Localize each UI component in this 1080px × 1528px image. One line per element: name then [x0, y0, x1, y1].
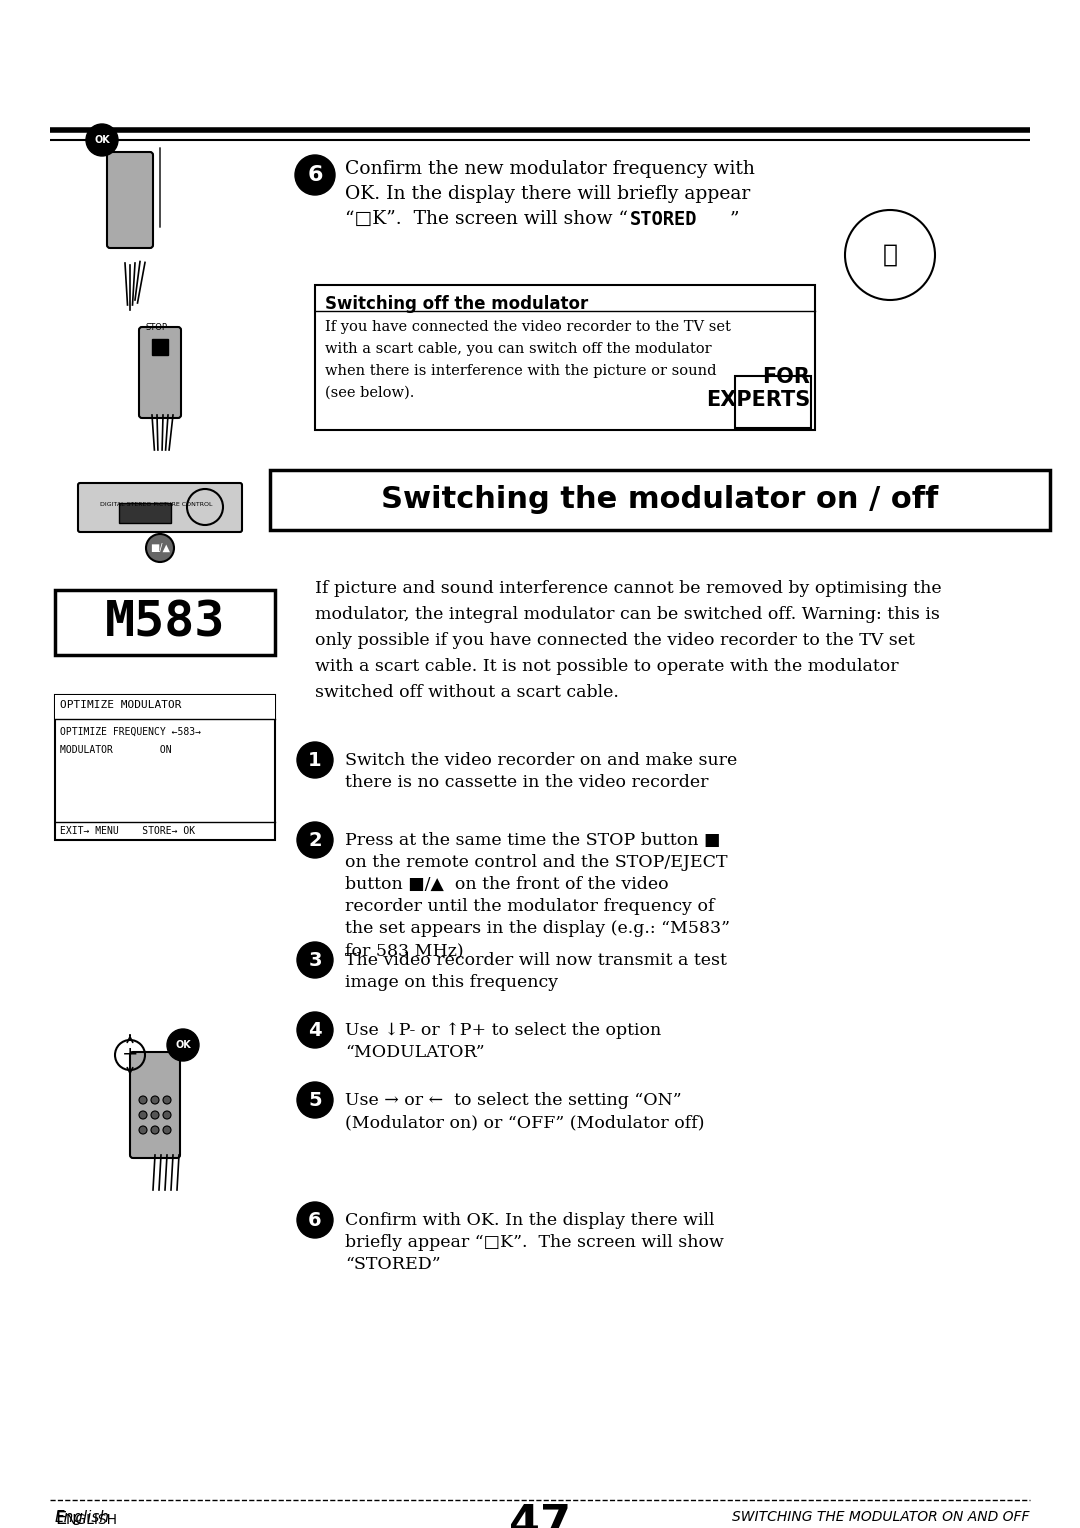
- Text: Switching off the modulator: Switching off the modulator: [325, 295, 589, 313]
- FancyBboxPatch shape: [130, 1051, 180, 1158]
- Text: switched off without a scart cable.: switched off without a scart cable.: [315, 685, 619, 701]
- Text: with a scart cable. It is not possible to operate with the modulator: with a scart cable. It is not possible t…: [315, 659, 899, 675]
- Circle shape: [151, 1096, 159, 1105]
- Text: If picture and sound interference cannot be removed by optimising the: If picture and sound interference cannot…: [315, 581, 942, 597]
- Circle shape: [151, 1111, 159, 1118]
- Text: Use → or ←  to select the setting “ON”: Use → or ← to select the setting “ON”: [345, 1093, 681, 1109]
- FancyBboxPatch shape: [55, 695, 275, 840]
- Text: 6: 6: [307, 165, 323, 185]
- Text: E: E: [55, 1510, 66, 1528]
- Text: 👓: 👓: [882, 243, 897, 267]
- Circle shape: [297, 941, 333, 978]
- Text: ”: ”: [730, 209, 740, 228]
- Circle shape: [167, 1028, 199, 1060]
- FancyBboxPatch shape: [735, 376, 811, 428]
- Circle shape: [163, 1111, 171, 1118]
- Circle shape: [163, 1096, 171, 1105]
- Text: EXIT→ MENU    STORE→ OK: EXIT→ MENU STORE→ OK: [60, 827, 195, 836]
- Circle shape: [297, 1012, 333, 1048]
- Text: 1: 1: [308, 750, 322, 770]
- Text: +: +: [122, 1045, 138, 1065]
- Text: If you have connected the video recorder to the TV set: If you have connected the video recorder…: [325, 319, 731, 335]
- Text: The video recorder will now transmit a test: The video recorder will now transmit a t…: [345, 952, 727, 969]
- Circle shape: [86, 124, 118, 156]
- Text: only possible if you have connected the video recorder to the TV set: only possible if you have connected the …: [315, 633, 915, 649]
- Circle shape: [139, 1111, 147, 1118]
- Text: OK: OK: [175, 1041, 191, 1050]
- Text: Press at the same time the STOP button ■: Press at the same time the STOP button ■: [345, 833, 720, 850]
- Text: with a scart cable, you can switch off the modulator: with a scart cable, you can switch off t…: [325, 342, 712, 356]
- Text: M583: M583: [105, 599, 226, 646]
- FancyBboxPatch shape: [119, 503, 171, 523]
- Text: STOP: STOP: [146, 322, 168, 332]
- Text: (see below).: (see below).: [325, 387, 415, 400]
- Text: OPTIMIZE MODULATOR: OPTIMIZE MODULATOR: [60, 700, 181, 711]
- Text: Confirm with OK. In the display there will: Confirm with OK. In the display there wi…: [345, 1212, 715, 1229]
- Text: STORED: STORED: [630, 209, 698, 229]
- Text: OK: OK: [94, 134, 110, 145]
- Circle shape: [163, 1126, 171, 1134]
- Text: 4: 4: [308, 1021, 322, 1039]
- FancyBboxPatch shape: [107, 151, 153, 248]
- Text: FOR
EXPERTS: FOR EXPERTS: [705, 367, 810, 410]
- Text: (Modulator on) or “OFF” (Modulator off): (Modulator on) or “OFF” (Modulator off): [345, 1114, 704, 1131]
- Circle shape: [151, 1126, 159, 1134]
- FancyBboxPatch shape: [139, 327, 181, 419]
- Text: English: English: [55, 1510, 110, 1525]
- Circle shape: [146, 533, 174, 562]
- Text: “STORED”: “STORED”: [345, 1256, 441, 1273]
- Text: the set appears in the display (e.g.: “M583”: the set appears in the display (e.g.: “M…: [345, 920, 730, 937]
- Text: Use ↓P- or ↑P+ to select the option: Use ↓P- or ↑P+ to select the option: [345, 1022, 661, 1039]
- Text: button ■/▲  on the front of the video: button ■/▲ on the front of the video: [345, 876, 669, 892]
- Text: there is no cassette in the video recorder: there is no cassette in the video record…: [345, 775, 708, 792]
- FancyBboxPatch shape: [270, 471, 1050, 530]
- Text: 47: 47: [509, 1504, 571, 1528]
- Text: “□K”.  The screen will show “: “□K”. The screen will show “: [345, 209, 627, 228]
- Text: recorder until the modulator frequency of: recorder until the modulator frequency o…: [345, 898, 715, 915]
- Text: image on this frequency: image on this frequency: [345, 973, 558, 992]
- FancyBboxPatch shape: [78, 483, 242, 532]
- Text: briefly appear “□K”.  The screen will show: briefly appear “□K”. The screen will sho…: [345, 1235, 724, 1251]
- Text: SWITCHING THE MODULATOR ON AND OFF: SWITCHING THE MODULATOR ON AND OFF: [732, 1510, 1030, 1523]
- Text: ■/▲: ■/▲: [150, 542, 170, 553]
- Text: MODULATOR        ON: MODULATOR ON: [60, 746, 172, 755]
- FancyBboxPatch shape: [55, 695, 275, 720]
- Text: Confirm the new modulator frequency with: Confirm the new modulator frequency with: [345, 160, 755, 177]
- Text: 6: 6: [308, 1210, 322, 1230]
- Text: for 583 MHz): for 583 MHz): [345, 941, 463, 960]
- Text: modulator, the integral modulator can be switched off. Warning: this is: modulator, the integral modulator can be…: [315, 607, 940, 623]
- Text: OPTIMIZE FREQUENCY ←583→: OPTIMIZE FREQUENCY ←583→: [60, 727, 201, 736]
- Text: 5: 5: [308, 1091, 322, 1109]
- Text: Switch the video recorder on and make sure: Switch the video recorder on and make su…: [345, 752, 738, 769]
- Circle shape: [297, 1082, 333, 1118]
- Text: OK. In the display there will briefly appear: OK. In the display there will briefly ap…: [345, 185, 751, 203]
- Circle shape: [297, 1203, 333, 1238]
- Text: NGLISH: NGLISH: [66, 1513, 118, 1526]
- FancyBboxPatch shape: [315, 286, 815, 429]
- Circle shape: [139, 1096, 147, 1105]
- Circle shape: [139, 1126, 147, 1134]
- Circle shape: [297, 743, 333, 778]
- FancyBboxPatch shape: [55, 590, 275, 656]
- Text: 2: 2: [308, 831, 322, 850]
- Text: on the remote control and the STOP/EJECT: on the remote control and the STOP/EJECT: [345, 854, 728, 871]
- Text: DIGITAL STEREO PICTURE CONTROL: DIGITAL STEREO PICTURE CONTROL: [100, 503, 213, 507]
- Text: when there is interference with the picture or sound: when there is interference with the pict…: [325, 364, 716, 377]
- Circle shape: [297, 822, 333, 859]
- Text: “MODULATOR”: “MODULATOR”: [345, 1044, 485, 1060]
- Circle shape: [295, 154, 335, 196]
- Text: 3: 3: [308, 950, 322, 969]
- Text: Switching the modulator on / off: Switching the modulator on / off: [381, 486, 939, 515]
- FancyBboxPatch shape: [152, 339, 168, 354]
